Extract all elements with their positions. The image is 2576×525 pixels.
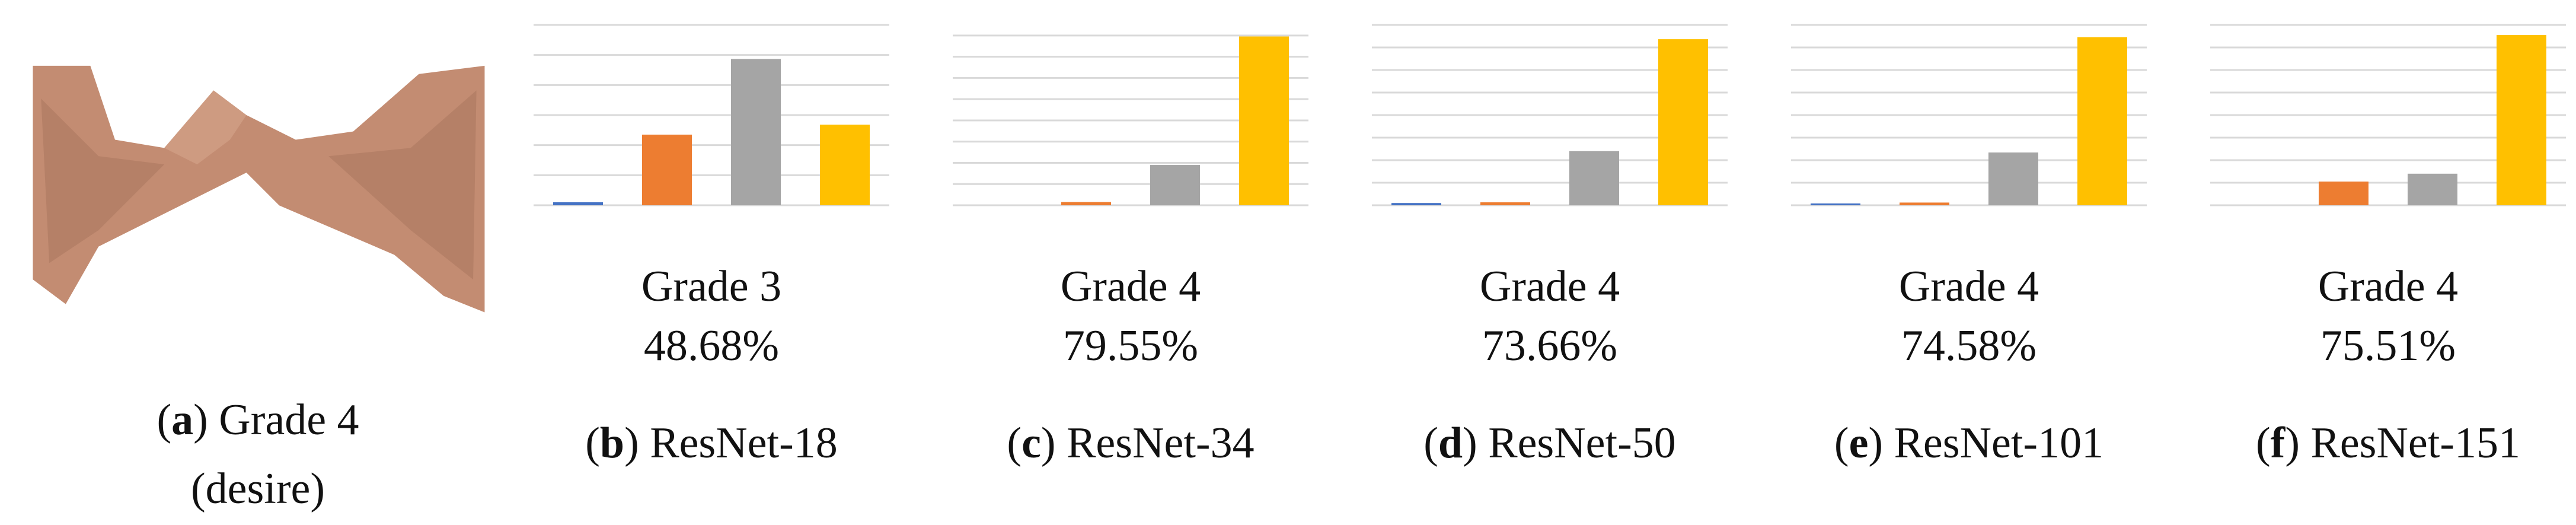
panel-label: d [1438, 419, 1463, 467]
bar [731, 59, 781, 205]
caption-text: ResNet-18 [650, 419, 838, 467]
prediction: Grade 4 [1061, 262, 1201, 311]
chart-caption: (e) ResNet-101 [1834, 419, 2103, 467]
caption-text: ResNet-151 [2310, 419, 2520, 467]
chart-caption: (f) ResNet-151 [2256, 419, 2520, 467]
paren: ) [2285, 419, 2310, 467]
paren: ) [1463, 419, 1488, 467]
bar [2408, 173, 2457, 205]
prediction: Grade 4 [1480, 262, 1620, 311]
paren: ) [624, 419, 650, 467]
bar [1988, 152, 2038, 205]
bar [1658, 39, 1708, 205]
paren: ( [1007, 419, 1022, 467]
bar [2497, 35, 2546, 205]
bar [2319, 182, 2368, 205]
paren: ( [1423, 419, 1438, 467]
image-note: (desire) [191, 464, 325, 513]
bar [1480, 202, 1530, 205]
paren: ) [1868, 419, 1894, 467]
caption-text: ResNet-50 [1488, 419, 1676, 467]
bar [820, 125, 870, 205]
prediction: Grade 4 [2318, 262, 2458, 311]
bar [1239, 36, 1289, 206]
caption-text: Grade 4 [219, 396, 359, 444]
panel-label: e [1849, 419, 1869, 467]
paren: ) [1041, 419, 1067, 467]
bar [1569, 151, 1619, 205]
skin-photo [33, 65, 485, 313]
bar [642, 134, 692, 205]
confidence: 73.66% [1482, 322, 1617, 370]
bar [1811, 203, 1860, 205]
confidence: 79.55% [1063, 322, 1198, 370]
bar [1391, 203, 1441, 205]
panel-label: a [171, 396, 193, 444]
bar [1061, 202, 1111, 205]
paren: ( [585, 419, 600, 467]
caption-text: ResNet-101 [1894, 419, 2104, 467]
bar [553, 202, 603, 205]
prediction: Grade 4 [1899, 262, 2039, 311]
bar [1900, 202, 1949, 205]
chart-caption: (d) ResNet-50 [1423, 419, 1675, 467]
chart-caption: (c) ResNet-34 [1007, 419, 1254, 467]
image-caption: (a) Grade 4 [157, 396, 359, 444]
bar [1150, 165, 1200, 205]
caption-text: ResNet-34 [1067, 419, 1255, 467]
chart-caption: (b) ResNet-18 [585, 419, 837, 467]
bar [2077, 37, 2127, 205]
panel-label: c [1022, 419, 1041, 467]
prediction: Grade 3 [641, 262, 781, 311]
paren: ( [2256, 419, 2271, 467]
panel-label: b [600, 419, 624, 467]
confidence: 74.58% [1901, 322, 2036, 370]
confidence: 48.68% [644, 322, 779, 370]
paren: ( [1834, 419, 1849, 467]
panel-label: f [2271, 419, 2286, 467]
confidence: 75.51% [2320, 322, 2456, 370]
